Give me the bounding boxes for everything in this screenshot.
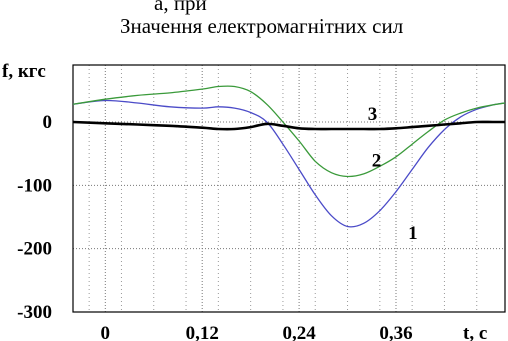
y-tick-label: -200	[17, 239, 52, 260]
y-tick-labels: 0 -100 -200 -300	[17, 112, 52, 323]
series-line-1	[72, 99, 506, 228]
series-label-3: 3	[368, 104, 378, 125]
y-tick-label: -100	[17, 175, 52, 196]
series-line-3	[72, 120, 505, 131]
series-lines	[72, 85, 506, 228]
x-tick-labels: 0 0,12 0,24 0,36	[101, 323, 413, 341]
chart-title: Значення електромагнітних сил	[120, 14, 404, 38]
y-tick-label: 0	[43, 112, 53, 133]
caption-fragment: а, при	[154, 0, 207, 15]
series-labels: 1 2 3	[368, 104, 418, 244]
x-axis-label: t, с	[463, 323, 487, 341]
y-tick-label: -300	[17, 302, 52, 323]
series-label-2: 2	[372, 150, 382, 171]
x-tick-label: 0,24	[282, 323, 316, 341]
x-tick-label: 0	[101, 323, 111, 341]
x-tick-label: 0,36	[379, 323, 412, 341]
y-axis-label: f, кгс	[2, 61, 46, 82]
grid-lines	[73, 65, 505, 313]
plot-frame	[72, 64, 506, 313]
series-line-2	[72, 85, 506, 178]
x-tick-label: 0,12	[186, 323, 219, 341]
series-label-1: 1	[408, 223, 418, 244]
